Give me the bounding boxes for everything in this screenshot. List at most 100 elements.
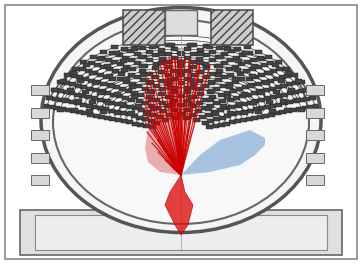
Bar — [86, 87, 93, 91]
Bar — [252, 99, 259, 103]
Bar — [71, 109, 79, 112]
Bar — [97, 57, 104, 61]
Bar — [261, 81, 268, 84]
Bar — [76, 75, 83, 79]
Bar — [111, 45, 118, 49]
Bar — [220, 104, 227, 108]
Bar — [125, 89, 132, 93]
Bar — [171, 99, 178, 103]
Bar — [302, 106, 308, 110]
Bar — [226, 85, 233, 89]
Bar — [146, 72, 153, 76]
Bar — [139, 69, 147, 73]
Bar — [306, 130, 324, 140]
Bar — [252, 64, 258, 68]
Bar — [247, 84, 254, 88]
Bar — [131, 91, 138, 95]
Bar — [216, 46, 223, 50]
Bar — [81, 111, 88, 115]
Bar — [85, 69, 92, 73]
Bar — [184, 77, 191, 81]
Bar — [247, 77, 253, 81]
Bar — [189, 112, 196, 116]
Bar — [94, 81, 101, 84]
Bar — [283, 109, 291, 112]
Bar — [69, 82, 76, 86]
Bar — [158, 61, 165, 65]
Bar — [213, 101, 220, 105]
Bar — [138, 108, 145, 112]
Bar — [128, 98, 135, 102]
Bar — [209, 72, 216, 76]
Bar — [190, 82, 197, 86]
Bar — [298, 80, 305, 84]
Bar — [120, 104, 127, 108]
Bar — [275, 103, 282, 107]
Bar — [51, 88, 58, 92]
Bar — [171, 47, 178, 51]
Bar — [125, 112, 132, 116]
Bar — [257, 55, 264, 60]
Bar — [69, 100, 76, 104]
Bar — [288, 88, 295, 92]
Bar — [197, 48, 204, 52]
Bar — [177, 112, 185, 116]
Bar — [207, 104, 214, 108]
Bar — [97, 73, 104, 77]
Bar — [70, 70, 77, 74]
Bar — [276, 67, 283, 71]
Bar — [306, 85, 324, 95]
Bar — [148, 119, 155, 123]
Bar — [196, 78, 203, 83]
Bar — [263, 88, 270, 92]
Bar — [140, 73, 147, 77]
Bar — [279, 75, 286, 79]
Bar — [135, 104, 142, 108]
Bar — [267, 61, 274, 65]
Bar — [205, 107, 212, 111]
Bar — [148, 104, 155, 108]
Bar — [133, 44, 140, 48]
Bar — [272, 63, 279, 67]
Bar — [129, 82, 136, 86]
Bar — [54, 106, 60, 110]
Bar — [93, 114, 100, 118]
Bar — [104, 116, 111, 120]
Bar — [214, 87, 220, 91]
Bar — [102, 107, 109, 111]
Bar — [150, 107, 157, 111]
Bar — [134, 75, 141, 79]
Bar — [184, 108, 190, 112]
Bar — [161, 118, 169, 122]
Bar — [92, 81, 99, 85]
Bar — [209, 59, 216, 63]
Bar — [266, 71, 273, 75]
Bar — [269, 103, 277, 108]
Bar — [207, 98, 214, 102]
Bar — [281, 93, 288, 97]
Bar — [105, 101, 111, 105]
Bar — [88, 61, 95, 65]
Bar — [167, 103, 174, 107]
Bar — [72, 67, 79, 70]
Bar — [287, 91, 294, 95]
Bar — [128, 58, 135, 63]
Bar — [233, 56, 240, 60]
Bar — [234, 68, 241, 72]
Bar — [224, 114, 231, 118]
Bar — [64, 73, 71, 77]
Bar — [209, 95, 216, 99]
Bar — [188, 78, 195, 82]
Bar — [92, 88, 99, 92]
Bar — [171, 56, 178, 60]
Bar — [190, 73, 197, 77]
Bar — [226, 82, 233, 86]
Bar — [159, 101, 166, 105]
Bar — [110, 93, 117, 97]
Bar — [303, 88, 310, 92]
FancyBboxPatch shape — [20, 210, 342, 255]
Bar — [132, 106, 139, 110]
Bar — [116, 94, 123, 98]
Bar — [80, 103, 87, 107]
Bar — [147, 81, 153, 85]
